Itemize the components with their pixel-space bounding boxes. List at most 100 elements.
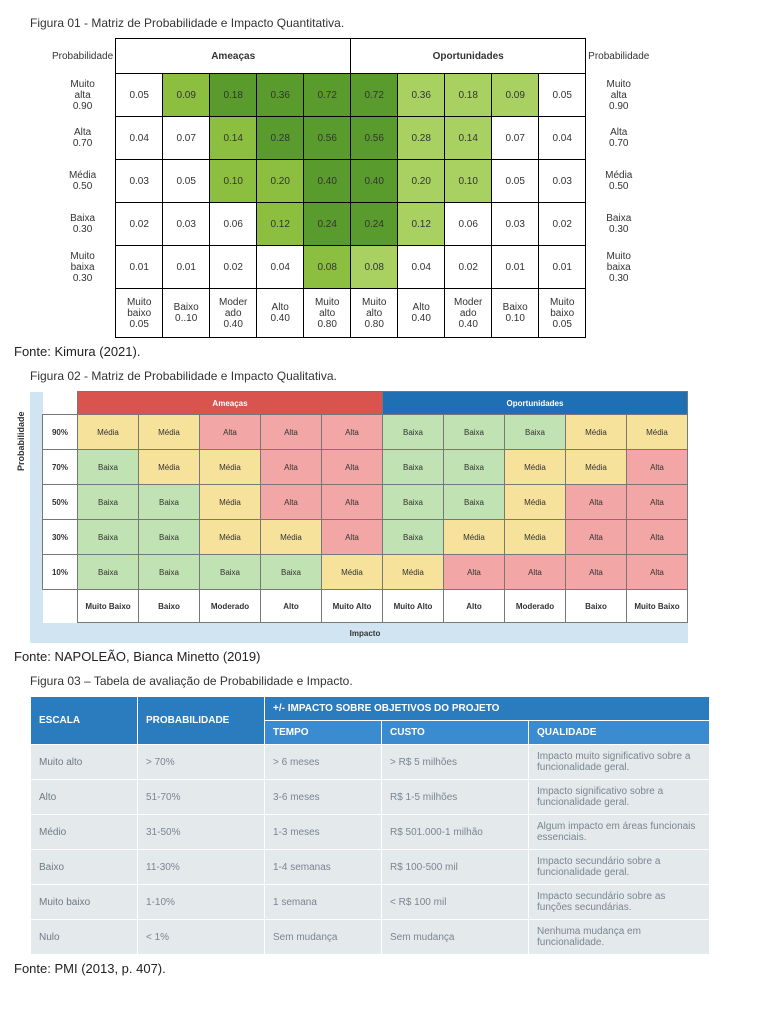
fig2-cell: Baixa xyxy=(383,520,444,555)
fig3-cell: 1-10% xyxy=(138,885,265,920)
fig1-opps-header: Oportunidades xyxy=(351,39,586,74)
fig1-row-label-right: Muitoalta0.90 xyxy=(586,74,652,117)
fig1-cell: 0.10 xyxy=(210,160,257,203)
fig2-cell: Média xyxy=(627,415,688,450)
fig1-cell: 0.09 xyxy=(492,74,539,117)
fig1-cell: 0.06 xyxy=(445,203,492,246)
fig2-cell: Alta xyxy=(566,555,627,590)
fig2-cell: Baixa xyxy=(444,415,505,450)
fig1-cell: 0.72 xyxy=(304,74,351,117)
fig1-prob-label-left: Probabilidade xyxy=(50,39,116,74)
fig1-cell: 0.01 xyxy=(492,246,539,289)
fig1-col-label: Muitobaixo0.05 xyxy=(539,289,586,338)
fig2-col-label: Baixo xyxy=(566,590,627,623)
fig2-cell: Alta xyxy=(261,415,322,450)
fig1-cell: 0.36 xyxy=(257,74,304,117)
fig2-cell: Alta xyxy=(322,485,383,520)
fig2-source: Fonte: NAPOLEÃO, Bianca Minetto (2019) xyxy=(14,649,765,664)
fig3-cell: > R$ 5 milhões xyxy=(382,745,529,780)
fig2-cell: Média xyxy=(505,450,566,485)
fig3-cell: 1-4 semanas xyxy=(265,850,382,885)
fig2-cell: Média xyxy=(444,520,505,555)
fig2-threats-header: Ameaças xyxy=(78,392,383,415)
fig3-cell: < 1% xyxy=(138,920,265,955)
fig2-col-label: Muito Baixo xyxy=(78,590,139,623)
fig3-cell: Muito baixo xyxy=(31,885,138,920)
fig1-cell: 0.03 xyxy=(116,160,163,203)
fig2-cell: Média xyxy=(566,450,627,485)
fig2-cell: Média xyxy=(383,555,444,590)
fig2-cell: Média xyxy=(200,450,261,485)
fig2-cell: Baixa xyxy=(139,485,200,520)
fig1-cell: 0.02 xyxy=(210,246,257,289)
fig2-cell: Baixa xyxy=(383,415,444,450)
fig2-col-label: Moderado xyxy=(200,590,261,623)
fig3-cell: < R$ 100 mil xyxy=(382,885,529,920)
fig1-cell: 0.20 xyxy=(398,160,445,203)
fig1-row-label-left: Baixa0.30 xyxy=(50,203,116,246)
fig2-cell: Baixa xyxy=(444,485,505,520)
fig2-row-pct: 50% xyxy=(43,485,78,520)
fig2-cell: Baixa xyxy=(78,450,139,485)
fig1-cell: 0.28 xyxy=(257,117,304,160)
fig3-source: Fonte: PMI (2013, p. 407). xyxy=(14,961,765,976)
fig3-h-escala: ESCALA xyxy=(31,697,138,745)
fig1-cell: 0.01 xyxy=(116,246,163,289)
fig2-cell: Alta xyxy=(566,520,627,555)
fig1-cell: 0.04 xyxy=(398,246,445,289)
fig1-cell: 0.02 xyxy=(116,203,163,246)
fig1-row-label-left: Muitoalta0.90 xyxy=(50,74,116,117)
fig1-cell: 0.05 xyxy=(163,160,210,203)
fig1-cell: 0.04 xyxy=(257,246,304,289)
fig1-cell: 0.03 xyxy=(163,203,210,246)
fig3-h-prob: PROBABILIDADE xyxy=(138,697,265,745)
fig2-cell: Alta xyxy=(200,415,261,450)
fig3-cell: Algum impacto em áreas funcionais essenc… xyxy=(529,815,710,850)
fig1-cell: 0.28 xyxy=(398,117,445,160)
fig2-cell: Alta xyxy=(505,555,566,590)
fig2-cell: Alta xyxy=(322,520,383,555)
fig3-subheader: CUSTO xyxy=(382,721,529,745)
fig3-cell: R$ 501.000-1 milhão xyxy=(382,815,529,850)
fig3-subheader: TEMPO xyxy=(265,721,382,745)
fig2-cell: Alta xyxy=(627,450,688,485)
fig2-cell: Alta xyxy=(322,415,383,450)
fig1-cell: 0.07 xyxy=(492,117,539,160)
fig1-cell: 0.56 xyxy=(304,117,351,160)
fig1-cell: 0.12 xyxy=(398,203,445,246)
fig2-cell: Média xyxy=(261,520,322,555)
fig2-col-label: Alto xyxy=(261,590,322,623)
fig2-cell: Baixa xyxy=(78,520,139,555)
fig2-cell: Baixa xyxy=(139,520,200,555)
fig3-cell: Nulo xyxy=(31,920,138,955)
fig1-cell: 0.02 xyxy=(445,246,492,289)
fig3-cell: Impacto secundário sobre a funcionalidad… xyxy=(529,850,710,885)
fig2-cell: Média xyxy=(566,415,627,450)
fig1-col-label: Moderado0.40 xyxy=(210,289,257,338)
fig1-row-label-right: Alta0.70 xyxy=(586,117,652,160)
fig2-cell: Alta xyxy=(444,555,505,590)
fig3-cell: 11-30% xyxy=(138,850,265,885)
fig1-cell: 0.24 xyxy=(351,203,398,246)
fig1-cell: 0.01 xyxy=(539,246,586,289)
fig2-cell: Baixa xyxy=(78,485,139,520)
fig2-opps-header: Oportunidades xyxy=(383,392,688,415)
fig2-cell: Média xyxy=(139,415,200,450)
fig3-subheader: QUALIDADE xyxy=(529,721,710,745)
fig1-col-label: Baixo0.10 xyxy=(492,289,539,338)
fig1-row-label-right: Muitobaixa0.30 xyxy=(586,246,652,289)
fig1-col-label: Baixo0..10 xyxy=(163,289,210,338)
fig2-cell: Alta xyxy=(261,450,322,485)
fig1-cell: 0.05 xyxy=(492,160,539,203)
fig1-cell: 0.04 xyxy=(539,117,586,160)
fig3-cell: Muito alto xyxy=(31,745,138,780)
fig2-cell: Média xyxy=(139,450,200,485)
fig1-cell: 0.40 xyxy=(304,160,351,203)
fig2-col-label: Muito Alto xyxy=(322,590,383,623)
fig3-cell: Médio xyxy=(31,815,138,850)
fig1-cell: 0.08 xyxy=(351,246,398,289)
fig2-title: Figura 02 - Matriz de Probabilidade e Im… xyxy=(30,369,765,383)
fig2-x-axis: Impacto xyxy=(43,623,688,644)
fig1-cell: 0.18 xyxy=(445,74,492,117)
fig3-cell: Nenhuma mudança em funcionalidade. xyxy=(529,920,710,955)
